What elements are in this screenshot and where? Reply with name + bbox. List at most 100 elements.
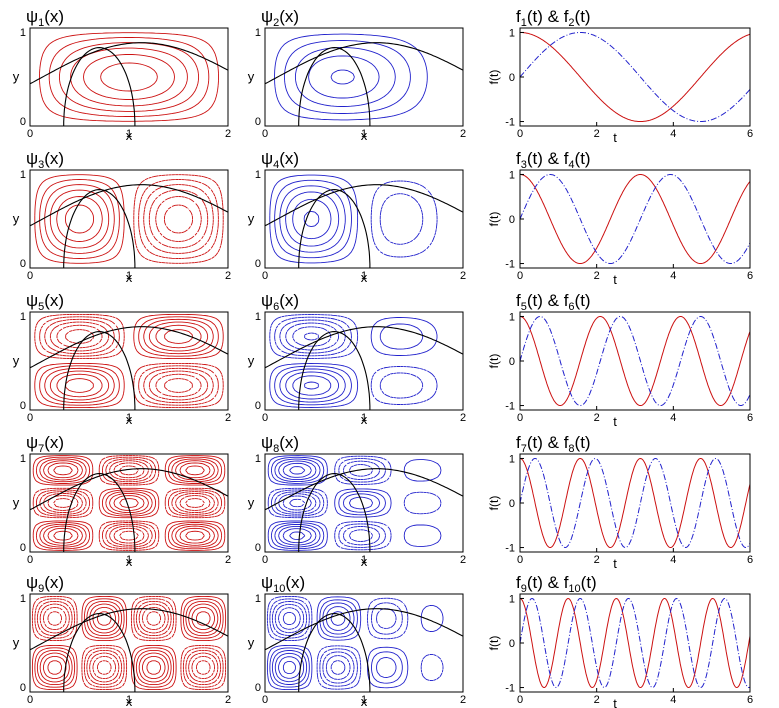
plot-frame: [519, 169, 751, 269]
x-tick-label: 4: [670, 270, 676, 282]
y-tick-label: 1: [509, 453, 515, 465]
y-axis-label: y: [13, 69, 20, 84]
positive-contour: [269, 599, 403, 688]
plot-frame: [519, 311, 751, 411]
x-axis-label: x: [126, 554, 133, 569]
trajectory-curve: [30, 608, 228, 651]
x-axis-label: x: [361, 412, 368, 427]
negative-contour: [148, 189, 209, 249]
x-tick-label: 2: [225, 554, 231, 566]
y-tick-label: 0: [20, 542, 26, 554]
series-first-line: [520, 174, 751, 264]
contour-lines: [265, 595, 463, 692]
positive-contour: [270, 456, 386, 550]
positive-contour: [292, 198, 332, 240]
arch-curve: [63, 331, 136, 410]
positive-contour: [47, 611, 211, 675]
positive-contour: [58, 42, 200, 112]
plot-frame: [29, 453, 229, 553]
positive-contour: [294, 47, 396, 107]
positive-contour: [274, 33, 428, 121]
x-tick-label: 1: [126, 412, 132, 424]
negative-contour: [279, 319, 346, 354]
x-tick-label: 0: [27, 412, 33, 424]
positive-contour: [44, 184, 115, 254]
panel-title: ψ5(x): [26, 291, 64, 313]
contour-lines: [265, 33, 463, 126]
y-tick-label: 0: [509, 356, 515, 368]
plot-frame: [264, 311, 464, 411]
positive-contour: [49, 321, 209, 401]
positive-contour: [283, 40, 411, 114]
x-tick-label: 0: [27, 270, 33, 282]
arch-curve: [298, 189, 371, 268]
trajectory-curve: [265, 184, 463, 227]
contour-lines: [30, 313, 228, 410]
panel-title: ψ8(x): [261, 433, 299, 455]
positive-contour: [278, 460, 374, 546]
negative-contour: [49, 321, 209, 401]
positive-contour: [34, 313, 224, 409]
x-tick-label: 6: [747, 412, 753, 424]
y-axis-label: f(t): [487, 70, 501, 85]
positive-contour: [83, 54, 175, 100]
negative-contour: [35, 456, 223, 550]
positive-contour: [34, 174, 125, 264]
positive-contour: [279, 185, 346, 253]
y-tick-label: 1: [509, 311, 515, 323]
negative-contour: [278, 607, 346, 675]
y-tick-label: -1: [505, 543, 515, 555]
x-tick-label: 2: [225, 128, 231, 140]
positive-contour: [34, 598, 224, 688]
positive-contour: [56, 196, 103, 242]
x-tick-label: 1: [361, 270, 367, 282]
positive-contour: [282, 660, 296, 675]
negative-contour: [266, 595, 444, 690]
negative-contour: [39, 316, 219, 406]
y-tick-label: 1: [255, 169, 261, 181]
x-tick-label: 1: [361, 694, 367, 706]
positive-contour: [53, 465, 205, 541]
y-tick-label: 1: [20, 593, 26, 605]
y-tick-label: 0: [255, 682, 261, 694]
x-tick-label: 1: [361, 128, 367, 140]
x-tick-label: 6: [747, 270, 753, 282]
negative-contour: [138, 179, 219, 259]
positive-contour: [282, 462, 312, 544]
x-tick-label: 2: [594, 270, 600, 282]
x-tick-label: 0: [517, 694, 523, 706]
negative-contour: [31, 595, 227, 691]
panel-title: ψ10(x): [261, 573, 305, 595]
panel-title: f3(t) & f4(t): [516, 149, 591, 171]
x-tick-label: 2: [594, 128, 600, 140]
y-tick-label: 1: [20, 169, 26, 181]
negative-contour: [304, 332, 319, 341]
series-second-line: [519, 597, 751, 689]
negative-contour: [36, 600, 222, 686]
contour-lines: [265, 174, 463, 268]
arch-curve: [298, 473, 371, 552]
plot-frame: [29, 311, 229, 411]
negative-contour: [274, 603, 351, 680]
panel-title: ψ6(x): [261, 291, 299, 313]
positive-contour: [65, 329, 193, 393]
positive-contour: [32, 455, 226, 551]
contour-lines: [30, 32, 228, 126]
x-tick-label: 2: [225, 412, 231, 424]
x-axis-label: x: [126, 694, 133, 708]
x-tick-label: 1: [126, 554, 132, 566]
x-axis-label: x: [126, 128, 133, 143]
series-second-line: [519, 457, 751, 549]
panel-title: f1(t) & f2(t): [516, 7, 591, 29]
x-tick-label: 2: [460, 270, 466, 282]
x-axis-label: t: [613, 556, 617, 571]
y-tick-label: 1: [255, 311, 261, 323]
panel-title: ψ9(x): [26, 573, 64, 595]
negative-contour: [65, 329, 193, 393]
negative-contour: [39, 603, 219, 683]
y-tick-label: 0: [255, 116, 261, 128]
